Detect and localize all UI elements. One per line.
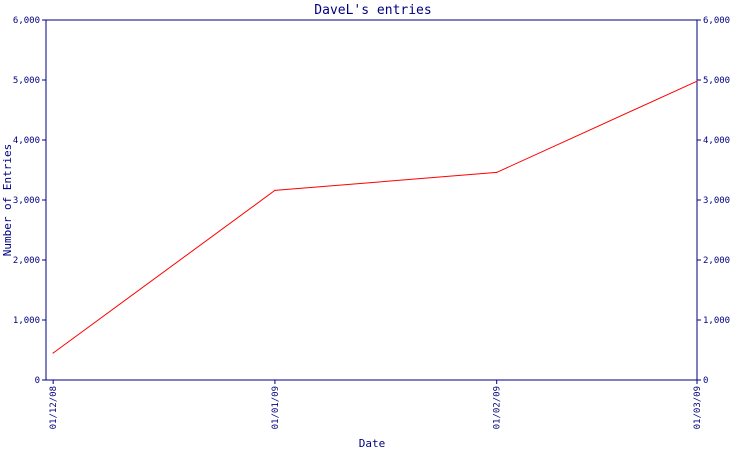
x-axis-title: Date <box>359 437 386 450</box>
y-tick-label-right: 5,000 <box>703 76 730 86</box>
y-tick-label-left: 0 <box>35 376 40 386</box>
data-point <box>274 189 276 191</box>
data-point <box>696 80 698 82</box>
data-point <box>52 352 54 354</box>
series-line <box>52 80 698 354</box>
y-axis-right: 0 1,000 2,000 3,000 4,000 5,000 6,000 <box>697 16 730 386</box>
x-tick-label: 01/03/09 <box>693 386 703 429</box>
y-tick-label-right: 0 <box>703 376 708 386</box>
x-axis: 01/12/08 01/01/09 01/02/09 01/03/09 <box>49 380 703 429</box>
x-tick-label: 01/01/09 <box>271 386 281 429</box>
y-tick-label-left: 2,000 <box>13 256 40 266</box>
y-tick-label-right: 2,000 <box>703 256 730 266</box>
y-tick-label-left: 3,000 <box>13 196 40 206</box>
y-tick-label-left: 5,000 <box>13 76 40 86</box>
series-layer <box>52 80 698 354</box>
y-tick-label-left: 1,000 <box>13 316 40 326</box>
y-tick-label-right: 1,000 <box>703 316 730 326</box>
y-tick-label-right: 3,000 <box>703 196 730 206</box>
chart-title: DaveL's entries <box>314 3 431 18</box>
y-axis-title: Number of Entries <box>1 144 14 257</box>
y-tick-label-left: 4,000 <box>13 136 40 146</box>
y-axis-left: 0 1,000 2,000 3,000 4,000 5,000 6,000 <box>13 16 46 386</box>
y-tick-label-right: 6,000 <box>703 16 730 26</box>
x-tick-label: 01/12/08 <box>49 386 59 429</box>
y-tick-label-left: 6,000 <box>13 16 40 26</box>
plot-frame <box>45 19 698 381</box>
y-tick-label-right: 4,000 <box>703 136 730 146</box>
x-tick-label: 01/02/09 <box>493 386 503 429</box>
data-point <box>496 171 498 173</box>
